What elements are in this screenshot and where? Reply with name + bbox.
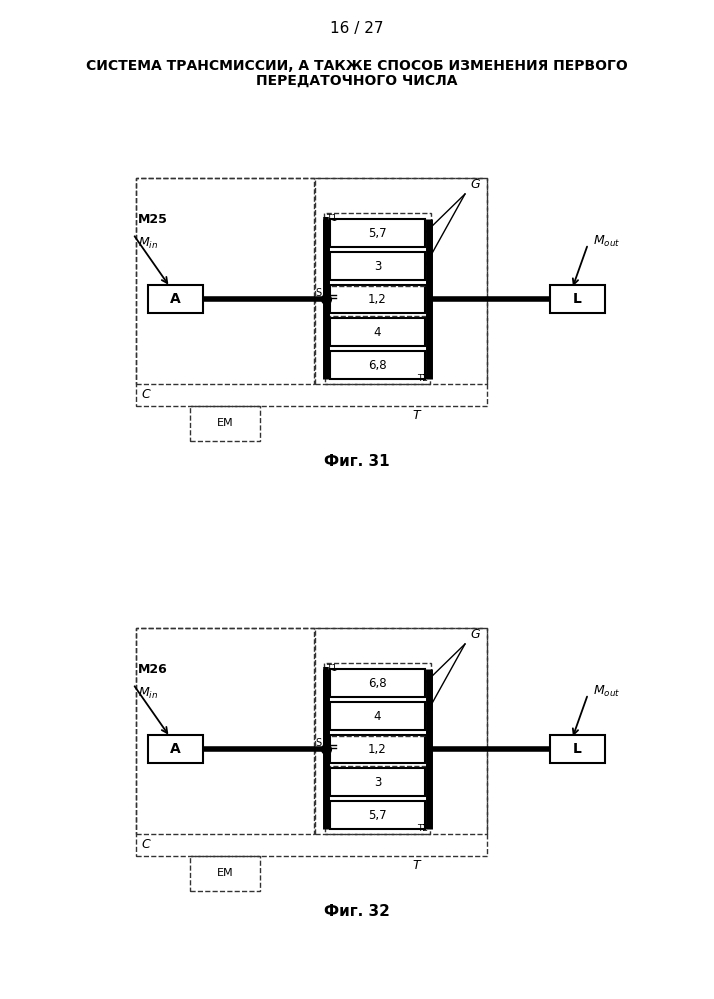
- Text: A: A: [170, 742, 181, 756]
- Text: 5,7: 5,7: [368, 808, 387, 821]
- Bar: [136, 178, 314, 384]
- Bar: [330, 768, 425, 796]
- Bar: [148, 285, 203, 313]
- Text: L: L: [573, 742, 582, 756]
- Bar: [325, 766, 430, 834]
- Text: L: L: [573, 292, 582, 306]
- Text: $M_{in}$: $M_{in}$: [138, 236, 159, 251]
- Bar: [190, 406, 260, 441]
- Text: M25: M25: [138, 213, 168, 226]
- Text: $M_{out}$: $M_{out}$: [593, 234, 620, 249]
- Bar: [330, 669, 425, 697]
- Bar: [190, 856, 260, 891]
- Text: A: A: [170, 292, 181, 306]
- Text: 3: 3: [374, 260, 381, 273]
- Text: 16 / 27: 16 / 27: [331, 22, 383, 37]
- Bar: [324, 663, 431, 736]
- Text: $M_{out}$: $M_{out}$: [593, 683, 620, 698]
- Bar: [136, 178, 487, 406]
- Text: S: S: [315, 738, 321, 748]
- Bar: [550, 735, 605, 763]
- Text: T2: T2: [417, 824, 428, 833]
- Text: M26: M26: [138, 663, 168, 676]
- Bar: [330, 285, 425, 313]
- Text: T1: T1: [326, 214, 337, 223]
- Text: 4: 4: [373, 709, 381, 722]
- Bar: [325, 316, 430, 384]
- Bar: [330, 735, 425, 763]
- Bar: [330, 801, 425, 829]
- Bar: [324, 213, 431, 286]
- Text: G: G: [470, 178, 480, 191]
- Text: T: T: [412, 859, 420, 872]
- Text: 6,8: 6,8: [368, 359, 387, 372]
- Text: СИСТЕМА ТРАНСМИССИИ, А ТАКЖЕ СПОСОБ ИЗМЕНЕНИЯ ПЕРВОГО: СИСТЕМА ТРАНСМИССИИ, А ТАКЖЕ СПОСОБ ИЗМЕ…: [86, 59, 628, 73]
- Bar: [330, 219, 425, 247]
- Text: ПЕРЕДАТОЧНОГО ЧИСЛА: ПЕРЕДАТОЧНОГО ЧИСЛА: [256, 74, 458, 88]
- Text: Фиг. 32: Фиг. 32: [324, 903, 390, 918]
- Text: C: C: [141, 388, 150, 401]
- Text: Фиг. 31: Фиг. 31: [324, 454, 390, 469]
- Text: T2: T2: [417, 374, 428, 383]
- Text: 4: 4: [373, 326, 381, 339]
- Text: 3: 3: [374, 775, 381, 788]
- Bar: [330, 252, 425, 280]
- Bar: [315, 178, 487, 384]
- Text: C: C: [141, 838, 150, 851]
- Bar: [148, 735, 203, 763]
- Bar: [330, 702, 425, 730]
- Text: EM: EM: [216, 868, 233, 878]
- Text: T1: T1: [326, 664, 337, 673]
- Bar: [550, 285, 605, 313]
- Text: $M_{in}$: $M_{in}$: [138, 686, 159, 701]
- Text: 5,7: 5,7: [368, 227, 387, 240]
- Text: 1,2: 1,2: [368, 293, 387, 306]
- Bar: [136, 628, 314, 834]
- Bar: [330, 318, 425, 346]
- Text: 6,8: 6,8: [368, 676, 387, 689]
- Text: 1,2: 1,2: [368, 742, 387, 755]
- Bar: [315, 628, 487, 834]
- Text: G: G: [470, 628, 480, 641]
- Text: S: S: [315, 288, 321, 298]
- Bar: [330, 351, 425, 379]
- Text: T: T: [412, 409, 420, 422]
- Bar: [136, 628, 487, 856]
- Text: EM: EM: [216, 419, 233, 429]
